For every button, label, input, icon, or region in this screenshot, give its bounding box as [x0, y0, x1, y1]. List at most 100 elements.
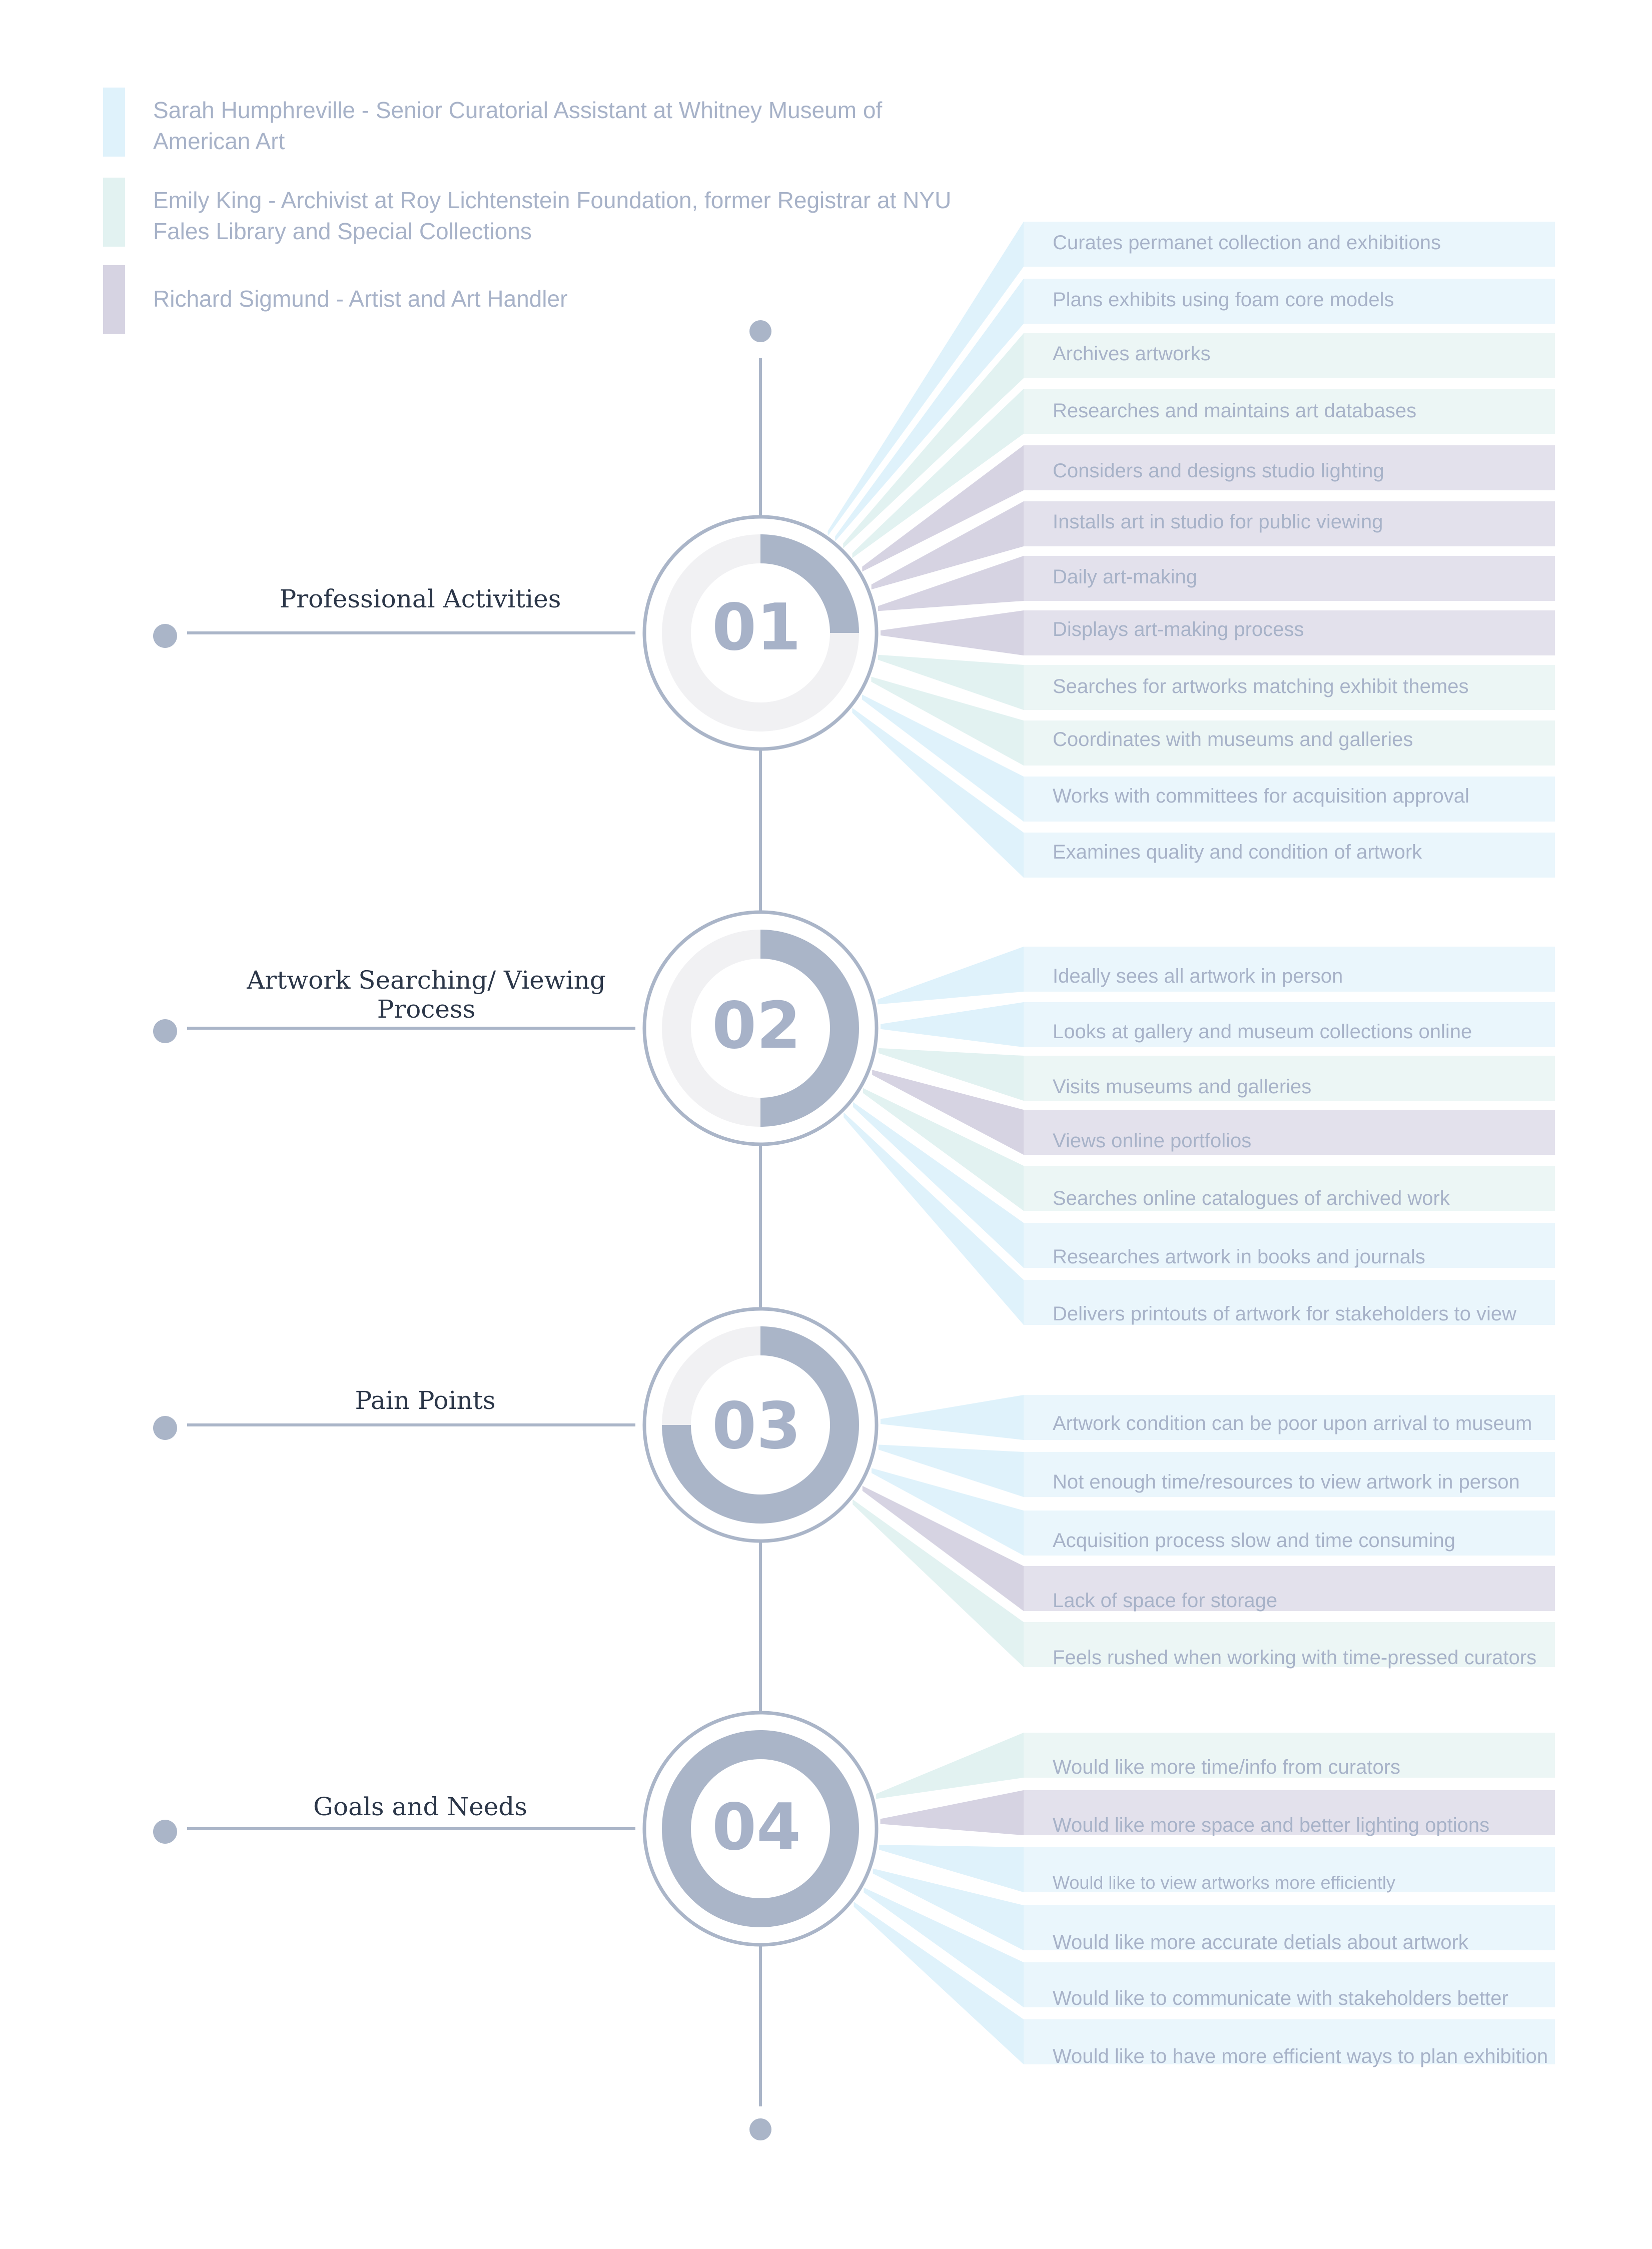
item-box: [1024, 1110, 1555, 1155]
item-box: [1024, 1002, 1555, 1047]
connector-fan: [853, 1499, 1024, 1667]
connector-fan: [879, 1844, 1024, 1892]
item-label: Plans exhibits using foam core models: [1053, 289, 1394, 311]
item-label: Coordinates with museums and galleries: [1053, 728, 1413, 751]
connector-fan: [852, 389, 1024, 558]
hub-progress-arc: [760, 534, 859, 633]
item-box: [1024, 1452, 1555, 1497]
legend-label-richard: Richard Sigmund - Artist and Art Handler: [153, 286, 568, 312]
item-label: Lack of space for storage: [1053, 1590, 1278, 1612]
item-label: Visits museums and galleries: [1053, 1076, 1312, 1098]
item-label: Would like to communicate with stakehold…: [1053, 1987, 1508, 2009]
item-box: [1024, 1733, 1555, 1778]
item-label: Installs art in studio for public viewin…: [1053, 511, 1383, 533]
connector-fan: [863, 1088, 1024, 1211]
item-box: [1024, 1790, 1555, 1835]
item-box: [1024, 222, 1555, 267]
timeline-bottom-dot: [749, 2118, 771, 2140]
connector-fan: [871, 501, 1024, 590]
hub-progress-arc: [760, 930, 859, 1127]
connector-fan: [853, 1102, 1024, 1268]
legend-label-emily: Emily King - Archivist at Roy Lichtenste…: [153, 187, 952, 244]
item-label: Views online portfolios: [1053, 1130, 1252, 1152]
item-label: Would like more accurate detials about a…: [1053, 1931, 1468, 1953]
item-box: [1024, 333, 1555, 378]
item-box: [1024, 1566, 1555, 1611]
connector-fan: [880, 1002, 1024, 1047]
item-label: Acquisition process slow and time consum…: [1053, 1530, 1455, 1552]
connector-fan: [872, 1070, 1024, 1155]
item-box: [1024, 947, 1555, 992]
item-label: Works with committees for acquisition ap…: [1053, 785, 1469, 807]
item-box: [1024, 501, 1555, 546]
connector-fan: [878, 556, 1024, 611]
item-label: Searches for artworks matching exhibit t…: [1053, 675, 1469, 697]
item-box: [1024, 1280, 1555, 1325]
item-label: Delivers printouts of artwork for stakeh…: [1053, 1303, 1517, 1325]
section-number-04: 04: [711, 1790, 801, 1865]
item-box: [1024, 1056, 1555, 1101]
section-connector-dot: [153, 1416, 177, 1440]
connector-fan: [852, 707, 1024, 878]
connector-fan: [862, 445, 1024, 572]
item-box: [1024, 2019, 1555, 2064]
connector-fan: [876, 1733, 1024, 1799]
legend-swatch-richard: [103, 265, 125, 334]
item-label: Would like more time/info from curators: [1053, 1756, 1401, 1778]
legend-swatch-sarah: [103, 88, 125, 157]
section-title-professional-activities: Professional Activities: [279, 584, 561, 613]
connector-fan: [878, 947, 1024, 1005]
section-number-02: 02: [711, 989, 801, 1063]
connector-fan: [872, 1468, 1024, 1556]
section-connector-dot: [153, 1820, 177, 1844]
item-label: Researches and maintains art databases: [1053, 400, 1417, 422]
item-box: [1024, 1511, 1555, 1556]
item-label: Looks at gallery and museum collections …: [1053, 1021, 1472, 1043]
item-box: [1024, 777, 1555, 822]
item-box: [1024, 720, 1555, 766]
item-box: [1024, 389, 1555, 434]
section-connector-dot: [153, 624, 177, 648]
item-label: Examines quality and condition of artwor…: [1053, 841, 1422, 863]
item-box: [1024, 610, 1555, 655]
connector-fan: [878, 1444, 1024, 1497]
item-label: Archives artworks: [1053, 343, 1211, 365]
item-label: Would like to have more efficient ways t…: [1053, 2045, 1548, 2067]
connector-fan: [843, 333, 1024, 548]
item-box: [1024, 1962, 1555, 2007]
item-box: [1024, 1905, 1555, 1950]
item-box: [1024, 1166, 1555, 1211]
timeline-top-dot: [749, 320, 771, 342]
item-box: [1024, 1847, 1555, 1892]
item-label: Researches artwork in books and journals: [1053, 1246, 1425, 1268]
section-connector-dot: [153, 1019, 177, 1043]
item-label: Would like more space and better lightin…: [1053, 1814, 1490, 1836]
item-label: Searches online catalogues of archived w…: [1053, 1187, 1450, 1209]
item-box: [1024, 556, 1555, 601]
item-label: Would like to view artworks more efficie…: [1053, 1872, 1395, 1893]
item-label: Daily art-making: [1053, 566, 1197, 588]
section-title-pain-points: Pain Points: [355, 1386, 496, 1415]
item-label: Not enough time/resources to view artwor…: [1053, 1471, 1520, 1493]
hub-progress-arc: [662, 1730, 859, 1927]
connector-fan: [828, 222, 1024, 536]
legend-label-sarah: Sarah Humphreville - Senior Curatorial A…: [153, 97, 883, 154]
connector-fan: [864, 1887, 1024, 2007]
connector-fan: [880, 1790, 1024, 1835]
connector-fan: [878, 654, 1024, 710]
connector-fan: [854, 1902, 1024, 2064]
item-label: Artwork condition can be poor upon arriv…: [1053, 1412, 1532, 1434]
connector-fan: [835, 279, 1024, 541]
item-box: [1024, 833, 1555, 878]
section-number-01: 01: [711, 590, 801, 665]
connector-fan: [844, 1112, 1024, 1325]
item-label: Ideally sees all artwork in person: [1053, 965, 1343, 987]
connector-fan: [862, 694, 1024, 822]
item-label: Feels rushed when working with time-pres…: [1053, 1647, 1537, 1669]
connector-fan: [871, 676, 1024, 766]
section-title-artwork-searching: Artwork Searching/ Viewing Process: [201, 966, 651, 1024]
item-box: [1024, 279, 1555, 324]
item-label: Considers and designs studio lighting: [1053, 460, 1384, 482]
